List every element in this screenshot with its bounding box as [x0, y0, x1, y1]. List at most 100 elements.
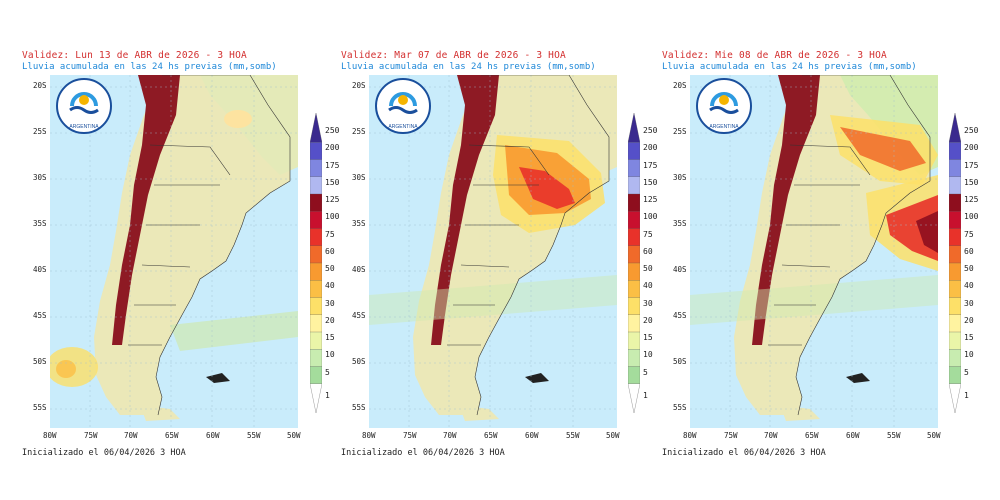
- province-borders: [447, 75, 610, 416]
- colorbar-swatch: [310, 262, 322, 281]
- map-subtitle: Lluvia acumulada en las 24 hs previas (m…: [662, 62, 917, 72]
- lon-label: 55W: [247, 431, 261, 440]
- colorbar-swatch: [949, 228, 961, 247]
- colorbar-swatch: [949, 176, 961, 195]
- andes-relief: [112, 75, 180, 345]
- lon-label: 75W: [724, 431, 738, 440]
- lon-label: 60W: [525, 431, 539, 440]
- colorbar-swatch: [949, 297, 961, 316]
- colorbar-swatch: [628, 383, 640, 413]
- colorbar-label: 175: [964, 160, 979, 170]
- smn-logo: ARGENTINA: [375, 78, 431, 134]
- province-borders: [128, 75, 291, 416]
- lon-label: 80W: [683, 431, 697, 440]
- colorbar-swatch: [949, 262, 961, 281]
- colorbar-label: 200: [643, 143, 658, 153]
- colorbar-label: 1: [643, 390, 648, 400]
- smn-logo: ARGENTINA: [696, 78, 752, 134]
- colorbar-label: 20: [643, 315, 653, 325]
- lat-label: 40S: [33, 265, 47, 274]
- colorbar-swatch: [628, 280, 640, 299]
- rain-field-north-moderate: [840, 127, 926, 171]
- colorbar-swatch: [628, 159, 640, 178]
- validity-title: Validez: Mar 07 de ABR de 2026 - 3 HOA: [341, 50, 566, 61]
- colorbar-swatch: [949, 211, 961, 230]
- lon-label: 75W: [84, 431, 98, 440]
- colorbar-swatch: [949, 159, 961, 178]
- colorbar-swatch: [949, 331, 961, 350]
- lon-label: 50W: [287, 431, 301, 440]
- map-subtitle: Lluvia acumulada en las 24 hs previas (m…: [22, 62, 277, 72]
- init-label: Inicializado el 06/04/2026 3 HOA: [22, 448, 186, 458]
- smn-logo: ARGENTINA: [56, 78, 112, 134]
- colorbar-swatch: [310, 176, 322, 195]
- colorbar-label: 175: [643, 160, 658, 170]
- rain-field-east-core: [916, 211, 938, 253]
- colorbar-label: 30: [964, 298, 974, 308]
- colorbar-label: 10: [964, 350, 974, 360]
- lon-label: 55W: [887, 431, 901, 440]
- colorbar-swatch: [310, 297, 322, 316]
- precip-map: [690, 75, 938, 428]
- colorbar-swatch: [628, 228, 640, 247]
- validity-title: Validez: Lun 13 de ABR de 2026 - 3 HOA: [22, 50, 247, 61]
- colorbar-label: 10: [325, 350, 335, 360]
- lat-label: 40S: [352, 265, 366, 274]
- colorbar-label: 100: [643, 212, 658, 222]
- colorbar-label: 1: [964, 390, 969, 400]
- lon-label: 75W: [403, 431, 417, 440]
- precip-map: [369, 75, 617, 428]
- colorbar-label: 75: [643, 229, 653, 239]
- lon-label: 70W: [443, 431, 457, 440]
- colorbar-label: 1: [325, 390, 330, 400]
- colorbar-label: 60: [325, 246, 335, 256]
- colorbar-label: 5: [643, 367, 648, 377]
- colorbar-swatch: [949, 193, 961, 212]
- colorbar-swatch: [310, 366, 322, 385]
- lat-label: 25S: [673, 127, 687, 136]
- lat-label: 20S: [352, 81, 366, 90]
- colorbar-swatch: [628, 349, 640, 368]
- lon-label: 65W: [165, 431, 179, 440]
- andes-relief: [431, 75, 499, 345]
- colorbar-label: 175: [325, 160, 340, 170]
- init-label: Inicializado el 06/04/2026 3 HOA: [662, 448, 826, 458]
- svg-text:ARGENTINA: ARGENTINA: [709, 124, 739, 130]
- colorbar-label: 20: [964, 315, 974, 325]
- colorbar-label: 40: [325, 281, 335, 291]
- colorbar-swatch: [628, 193, 640, 212]
- colorbar-label: 200: [325, 143, 340, 153]
- lat-label: 20S: [33, 81, 47, 90]
- lon-label: 80W: [362, 431, 376, 440]
- forecast-panel-1: Validez: Lun 13 de ABR de 2026 - 3 HOA L…: [0, 0, 339, 500]
- colorbar-label: 15: [325, 333, 335, 342]
- colorbar-label: 40: [643, 281, 653, 291]
- lat-label: 55S: [33, 403, 47, 412]
- rain-field-heavy: [519, 167, 575, 209]
- lat-label: 55S: [352, 403, 366, 412]
- colorbar-swatch: [628, 297, 640, 316]
- colorbar-label: 60: [964, 246, 974, 256]
- colorbar-swatch: [310, 159, 322, 178]
- lat-label: 30S: [352, 173, 366, 182]
- colorbar-swatch: [949, 349, 961, 368]
- colorbar-label: 60: [643, 246, 653, 256]
- colorbar-label: 15: [964, 333, 974, 342]
- map-subtitle: Lluvia acumulada en las 24 hs previas (m…: [341, 62, 596, 72]
- colorbar-label: 150: [964, 177, 979, 187]
- lon-label: 65W: [484, 431, 498, 440]
- colorbar-label: 30: [643, 298, 653, 308]
- lat-label: 30S: [673, 173, 687, 182]
- lat-label: 25S: [352, 127, 366, 136]
- lat-label: 35S: [33, 219, 47, 228]
- init-label: Inicializado el 06/04/2026 3 HOA: [341, 448, 505, 458]
- colorbar-swatch: [949, 366, 961, 385]
- colorbar-swatch: [949, 314, 961, 333]
- colorbar: [628, 113, 640, 413]
- lon-label: 70W: [124, 431, 138, 440]
- colorbar-label: 250: [643, 126, 658, 135]
- colorbar-swatch: [628, 262, 640, 281]
- svg-text:ARGENTINA: ARGENTINA: [69, 124, 99, 130]
- lat-label: 35S: [352, 219, 366, 228]
- colorbar-swatch: [949, 245, 961, 264]
